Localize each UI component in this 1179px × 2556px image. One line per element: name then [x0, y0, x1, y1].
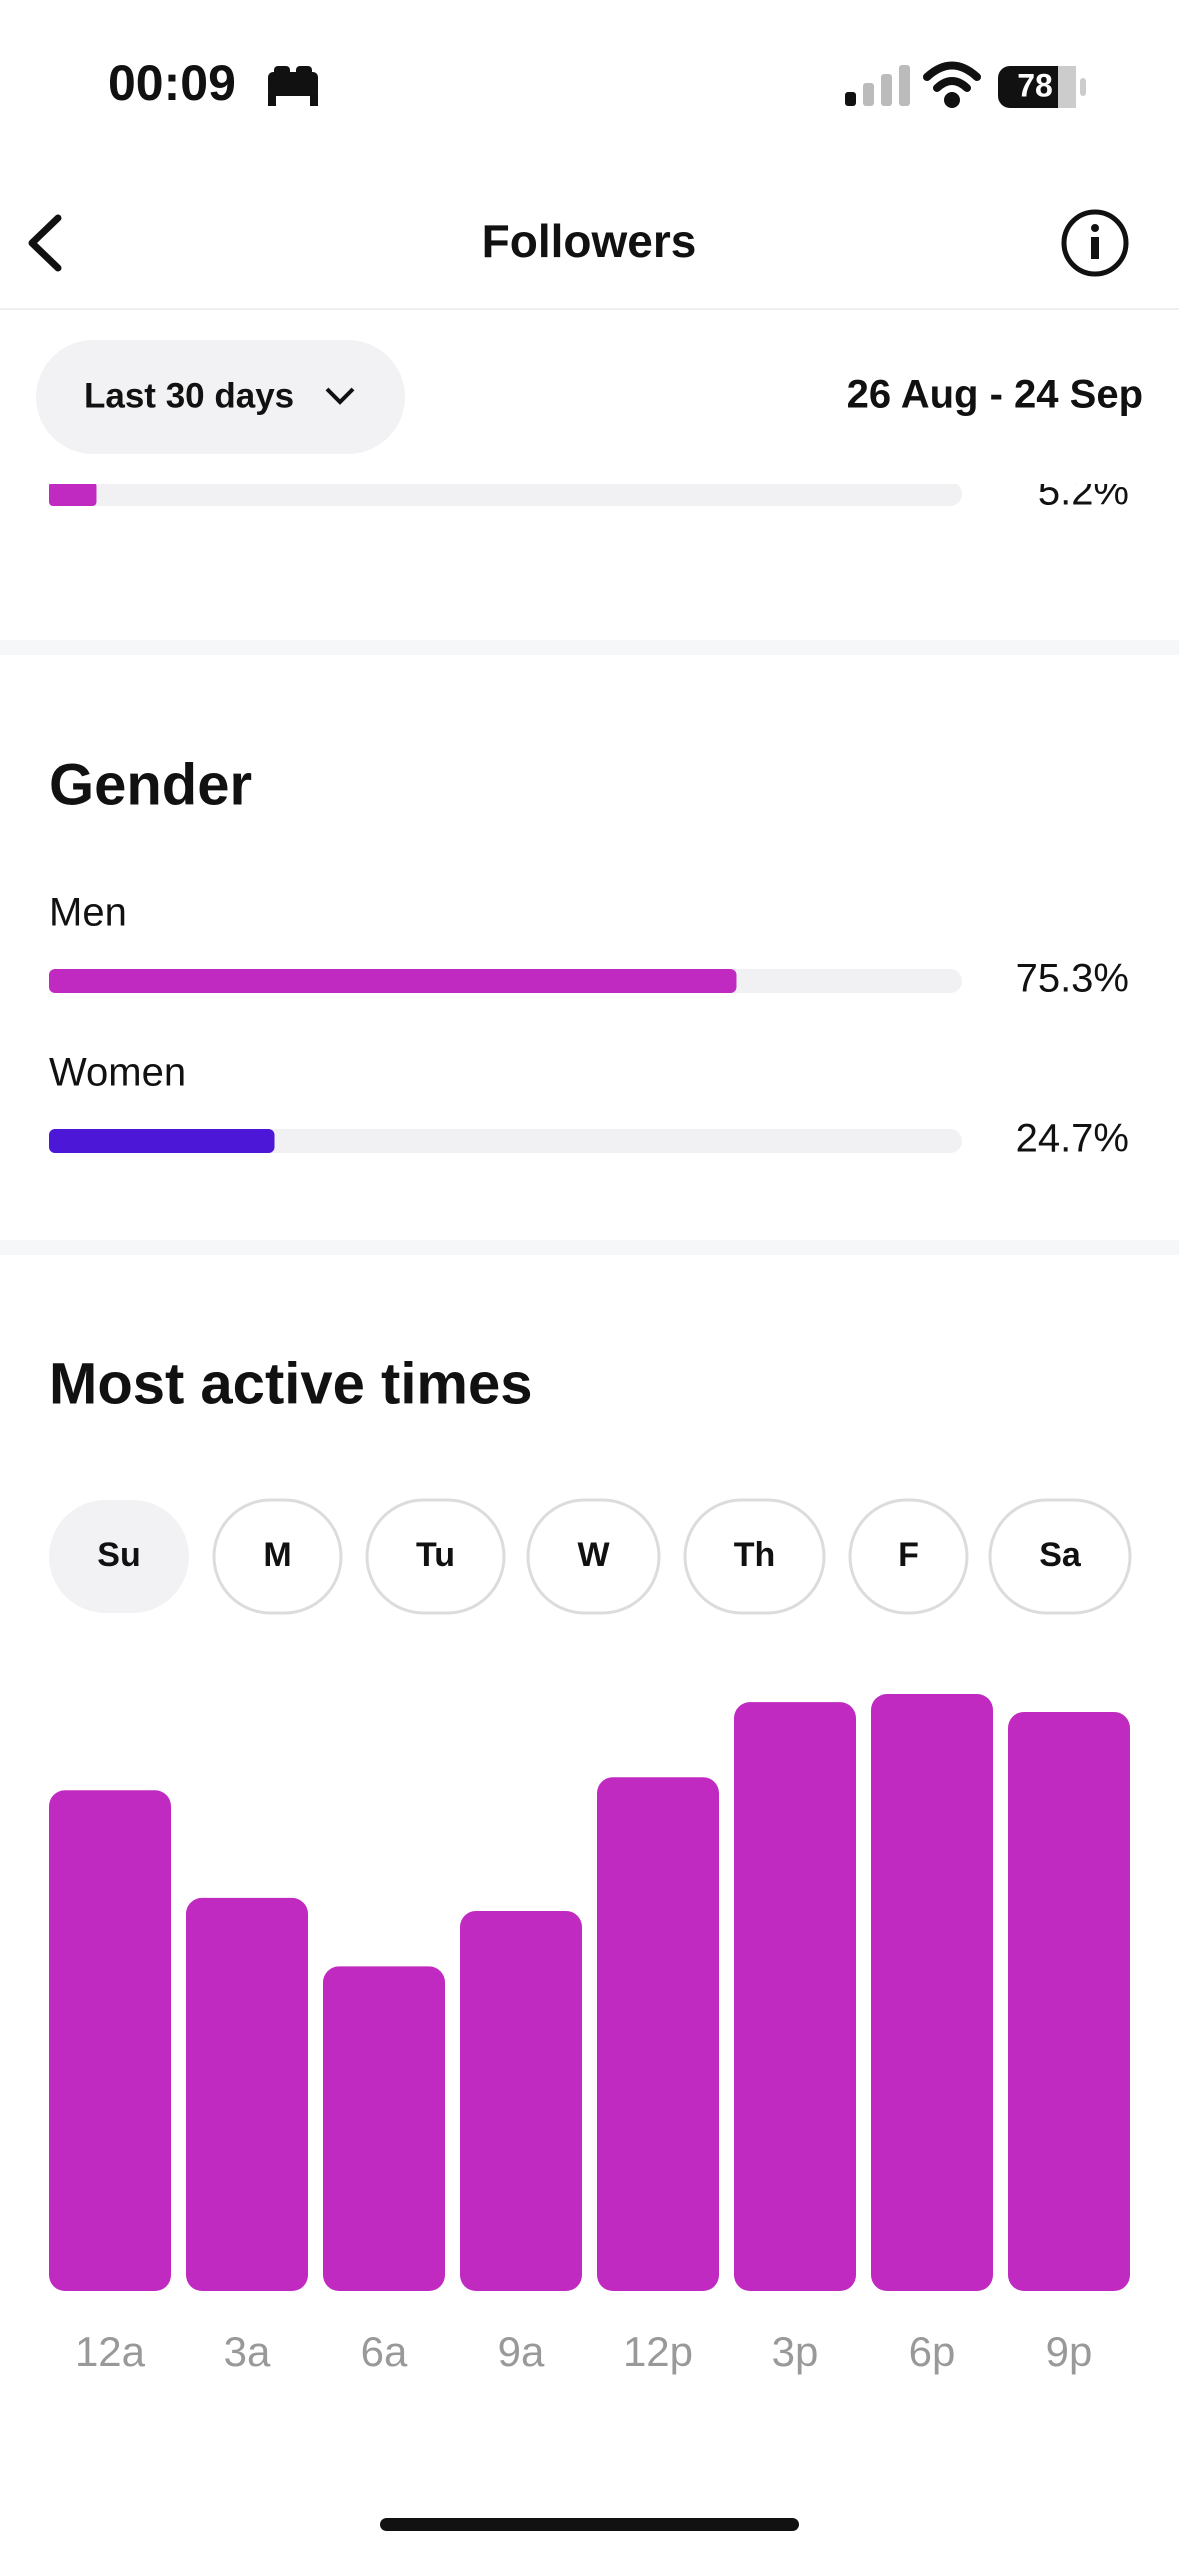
- bar: [49, 969, 737, 993]
- bar: [460, 1910, 582, 2291]
- bar-track: [49, 482, 962, 506]
- bar-value: 75.3%: [1016, 957, 1129, 1001]
- bar: [186, 1897, 308, 2291]
- info-button[interactable]: [1061, 209, 1129, 277]
- battery-icon: 78: [998, 66, 1086, 108]
- bar: [49, 1790, 171, 2291]
- status-time: 00:09: [108, 55, 236, 111]
- bar: [597, 1777, 719, 2291]
- sleep-icon: [268, 66, 318, 106]
- day-tab-label[interactable]: F: [898, 1536, 919, 1574]
- x-tick-label: 12a: [75, 2328, 146, 2375]
- section-title: Most active times: [49, 1351, 533, 1416]
- range-label[interactable]: Last 30 days: [84, 376, 294, 415]
- x-tick-label: 9a: [498, 2328, 545, 2375]
- x-tick-label: 3p: [772, 2328, 819, 2375]
- x-tick-label: 6a: [361, 2328, 408, 2375]
- wifi-icon: [923, 61, 981, 108]
- x-tick-label: 6p: [909, 2328, 956, 2375]
- page-title: Followers: [482, 215, 697, 267]
- bar: [49, 1129, 275, 1153]
- x-tick-label: 3a: [224, 2328, 271, 2375]
- day-tab[interactable]: [49, 1500, 189, 1613]
- section-separator: [0, 1240, 1179, 1255]
- day-tab-label[interactable]: Th: [734, 1536, 776, 1574]
- battery-level: 78: [1017, 67, 1053, 103]
- bar-label: Men: [49, 891, 127, 935]
- date-range: 26 Aug - 24 Sep: [847, 373, 1143, 417]
- x-tick-label: 9p: [1046, 2328, 1093, 2375]
- bar-track: [49, 1129, 962, 1153]
- home-indicator: [380, 2518, 799, 2531]
- day-tab[interactable]: [212, 1498, 343, 1615]
- bar: [871, 1694, 993, 2291]
- bar: [1008, 1711, 1130, 2291]
- day-tab[interactable]: [365, 1498, 506, 1615]
- bar: [734, 1702, 856, 2291]
- x-tick-label: 12p: [623, 2328, 693, 2375]
- section-separator: [0, 640, 1179, 655]
- day-tab-label[interactable]: W: [577, 1536, 610, 1574]
- day-tab-label[interactable]: Sa: [1039, 1536, 1082, 1574]
- day-tab-label[interactable]: Tu: [416, 1536, 455, 1574]
- range-pill[interactable]: [36, 340, 405, 454]
- day-tab-label[interactable]: M: [263, 1536, 291, 1574]
- dropdown-chevron: [325, 387, 355, 405]
- day-tab[interactable]: [526, 1498, 661, 1615]
- bar-value: 24.7%: [1016, 1117, 1129, 1161]
- bar: [49, 482, 97, 506]
- day-tab-label[interactable]: Su: [97, 1536, 140, 1574]
- day-tab[interactable]: [683, 1498, 826, 1615]
- signal-icon: [845, 65, 910, 106]
- day-tab[interactable]: [988, 1498, 1132, 1615]
- bar: [323, 1966, 445, 2291]
- back-button[interactable]: [28, 214, 62, 272]
- day-tab[interactable]: [848, 1498, 969, 1615]
- bar-label: Women: [49, 1051, 186, 1095]
- section-title: Gender: [49, 752, 252, 817]
